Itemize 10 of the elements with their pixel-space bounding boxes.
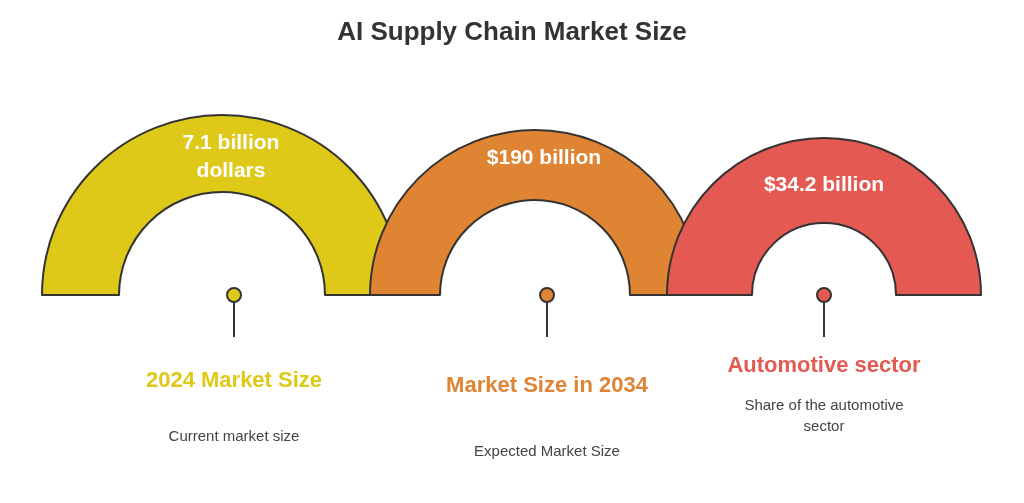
text: Expected Market Size — [474, 442, 620, 460]
text: AI Supply Chain Market Size — [337, 16, 687, 47]
category-label: 2024 Market Size — [145, 367, 323, 393]
category-label: Market Size in 2034 — [446, 372, 649, 398]
data-label: $190 billion — [486, 144, 602, 168]
text: Current market size — [168, 427, 300, 445]
category-label: Automotive sector — [727, 352, 921, 378]
data-label: $34.2 billion — [763, 171, 885, 195]
text: Share of the automotive sector — [744, 396, 904, 435]
data-label: 7.1 billion dollars — [182, 129, 280, 181]
